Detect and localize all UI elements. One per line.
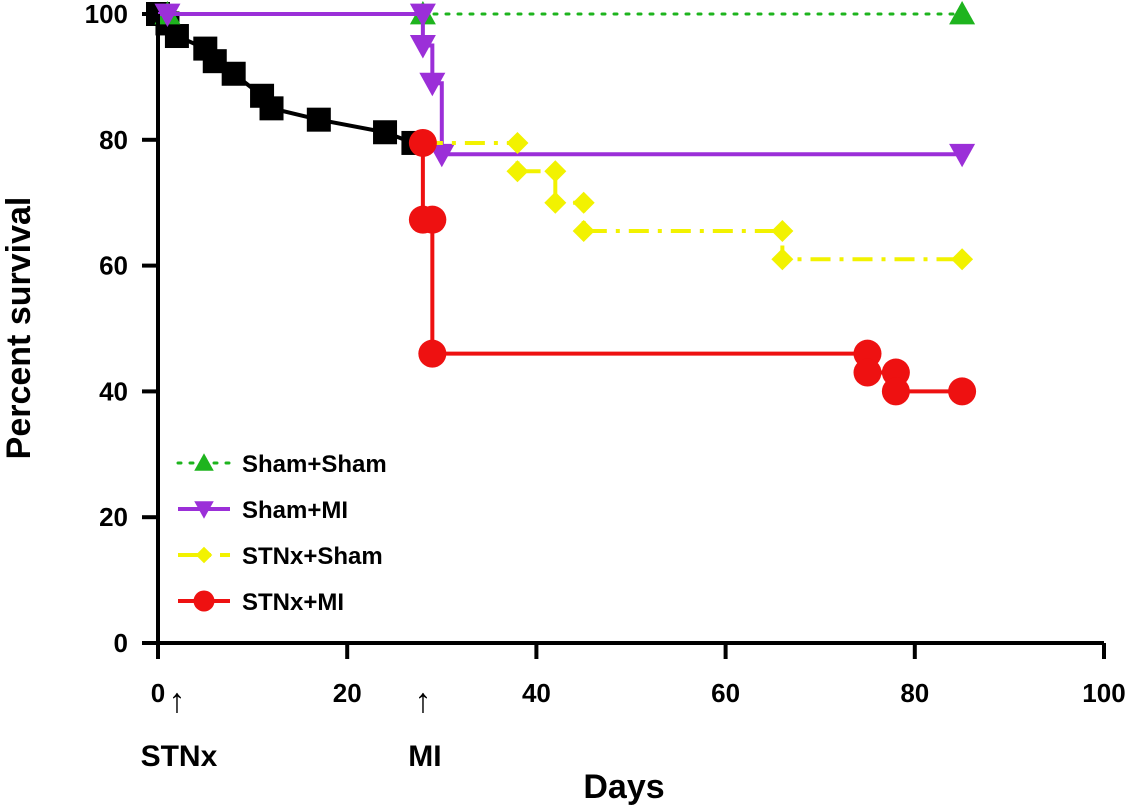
data-point [544, 191, 567, 214]
legend-entry: Sham+Sham [176, 451, 387, 478]
x-tick-label: 20 [333, 678, 362, 708]
data-point [881, 377, 910, 406]
data-point [164, 24, 189, 49]
y-tick-label: 40 [99, 376, 128, 406]
annotation-arrow: ↑ [414, 682, 431, 720]
legend-entry: STNx+MI [178, 589, 344, 616]
legend-label: Sham+Sham [242, 451, 387, 478]
data-point [572, 220, 595, 243]
x-tick-label: 40 [522, 678, 551, 708]
data-point [373, 120, 398, 145]
data-point [506, 160, 529, 183]
annotation-arrow: ↑ [168, 682, 185, 720]
data-point [418, 339, 447, 368]
data-point [409, 35, 436, 59]
data-point [221, 61, 246, 86]
data-point [154, 3, 181, 27]
data-point [418, 205, 447, 234]
annotation: ↑ MI [408, 682, 441, 773]
legend-swatch-marker [194, 453, 214, 471]
data-point [949, 1, 976, 25]
legend-swatch-marker [195, 546, 213, 564]
data-point [409, 3, 436, 27]
legend-swatch-marker [194, 501, 214, 519]
data-point [853, 358, 882, 387]
y-axis-title: Percent survival [0, 197, 38, 460]
annotation: ↑ STNx [141, 682, 218, 773]
legend-label: Sham+MI [242, 497, 348, 524]
data-point [948, 377, 977, 406]
x-axis-title: Days [583, 768, 664, 806]
annotations: ↑ STNx ↑ MI [141, 682, 442, 773]
data-point [949, 143, 976, 168]
y-tick-label: 100 [85, 0, 128, 29]
y-tick-label: 60 [99, 251, 128, 281]
data-point [572, 191, 595, 214]
legend: Sham+Sham Sham+MI STNx+Sham STNx+MI [176, 451, 387, 616]
x-tick-label: 80 [900, 678, 929, 708]
series-unlabeled-0 [146, 2, 426, 155]
y-tick-label: 0 [114, 628, 128, 658]
data-point [419, 72, 446, 97]
x-tick-label: 0 [151, 678, 165, 708]
x-tick-label: 100 [1082, 678, 1125, 708]
data-point [544, 160, 567, 183]
series-line [422, 140, 963, 262]
series-stnx-mi [408, 128, 977, 406]
data-point [408, 128, 437, 157]
legend-swatch-marker [193, 590, 215, 612]
y-tick-label: 20 [99, 502, 128, 532]
legend-entry: Sham+MI [178, 497, 348, 524]
data-point [428, 143, 455, 168]
annotation-label: MI [408, 740, 441, 773]
axes-layer [156, 14, 1104, 645]
data-point [951, 248, 974, 271]
series-stnx-sham [422, 131, 974, 271]
annotation-label: STNx [141, 740, 218, 773]
data-point [259, 96, 284, 121]
data-point [306, 107, 331, 132]
series-line [158, 12, 963, 157]
legend-label: STNx+Sham [242, 543, 383, 570]
legend-entry: STNx+Sham [178, 543, 383, 570]
series-sham-mi [154, 3, 976, 168]
series-layer [146, 1, 977, 406]
legend-label: STNx+MI [242, 589, 344, 616]
ticks-layer: 0 20 40 60 80 100 0 20 40 60 80 100 [85, 0, 1126, 708]
data-point [771, 220, 794, 243]
x-tick-label: 60 [711, 678, 740, 708]
y-tick-label: 80 [99, 125, 128, 155]
data-point [506, 131, 529, 154]
data-point [771, 248, 794, 271]
